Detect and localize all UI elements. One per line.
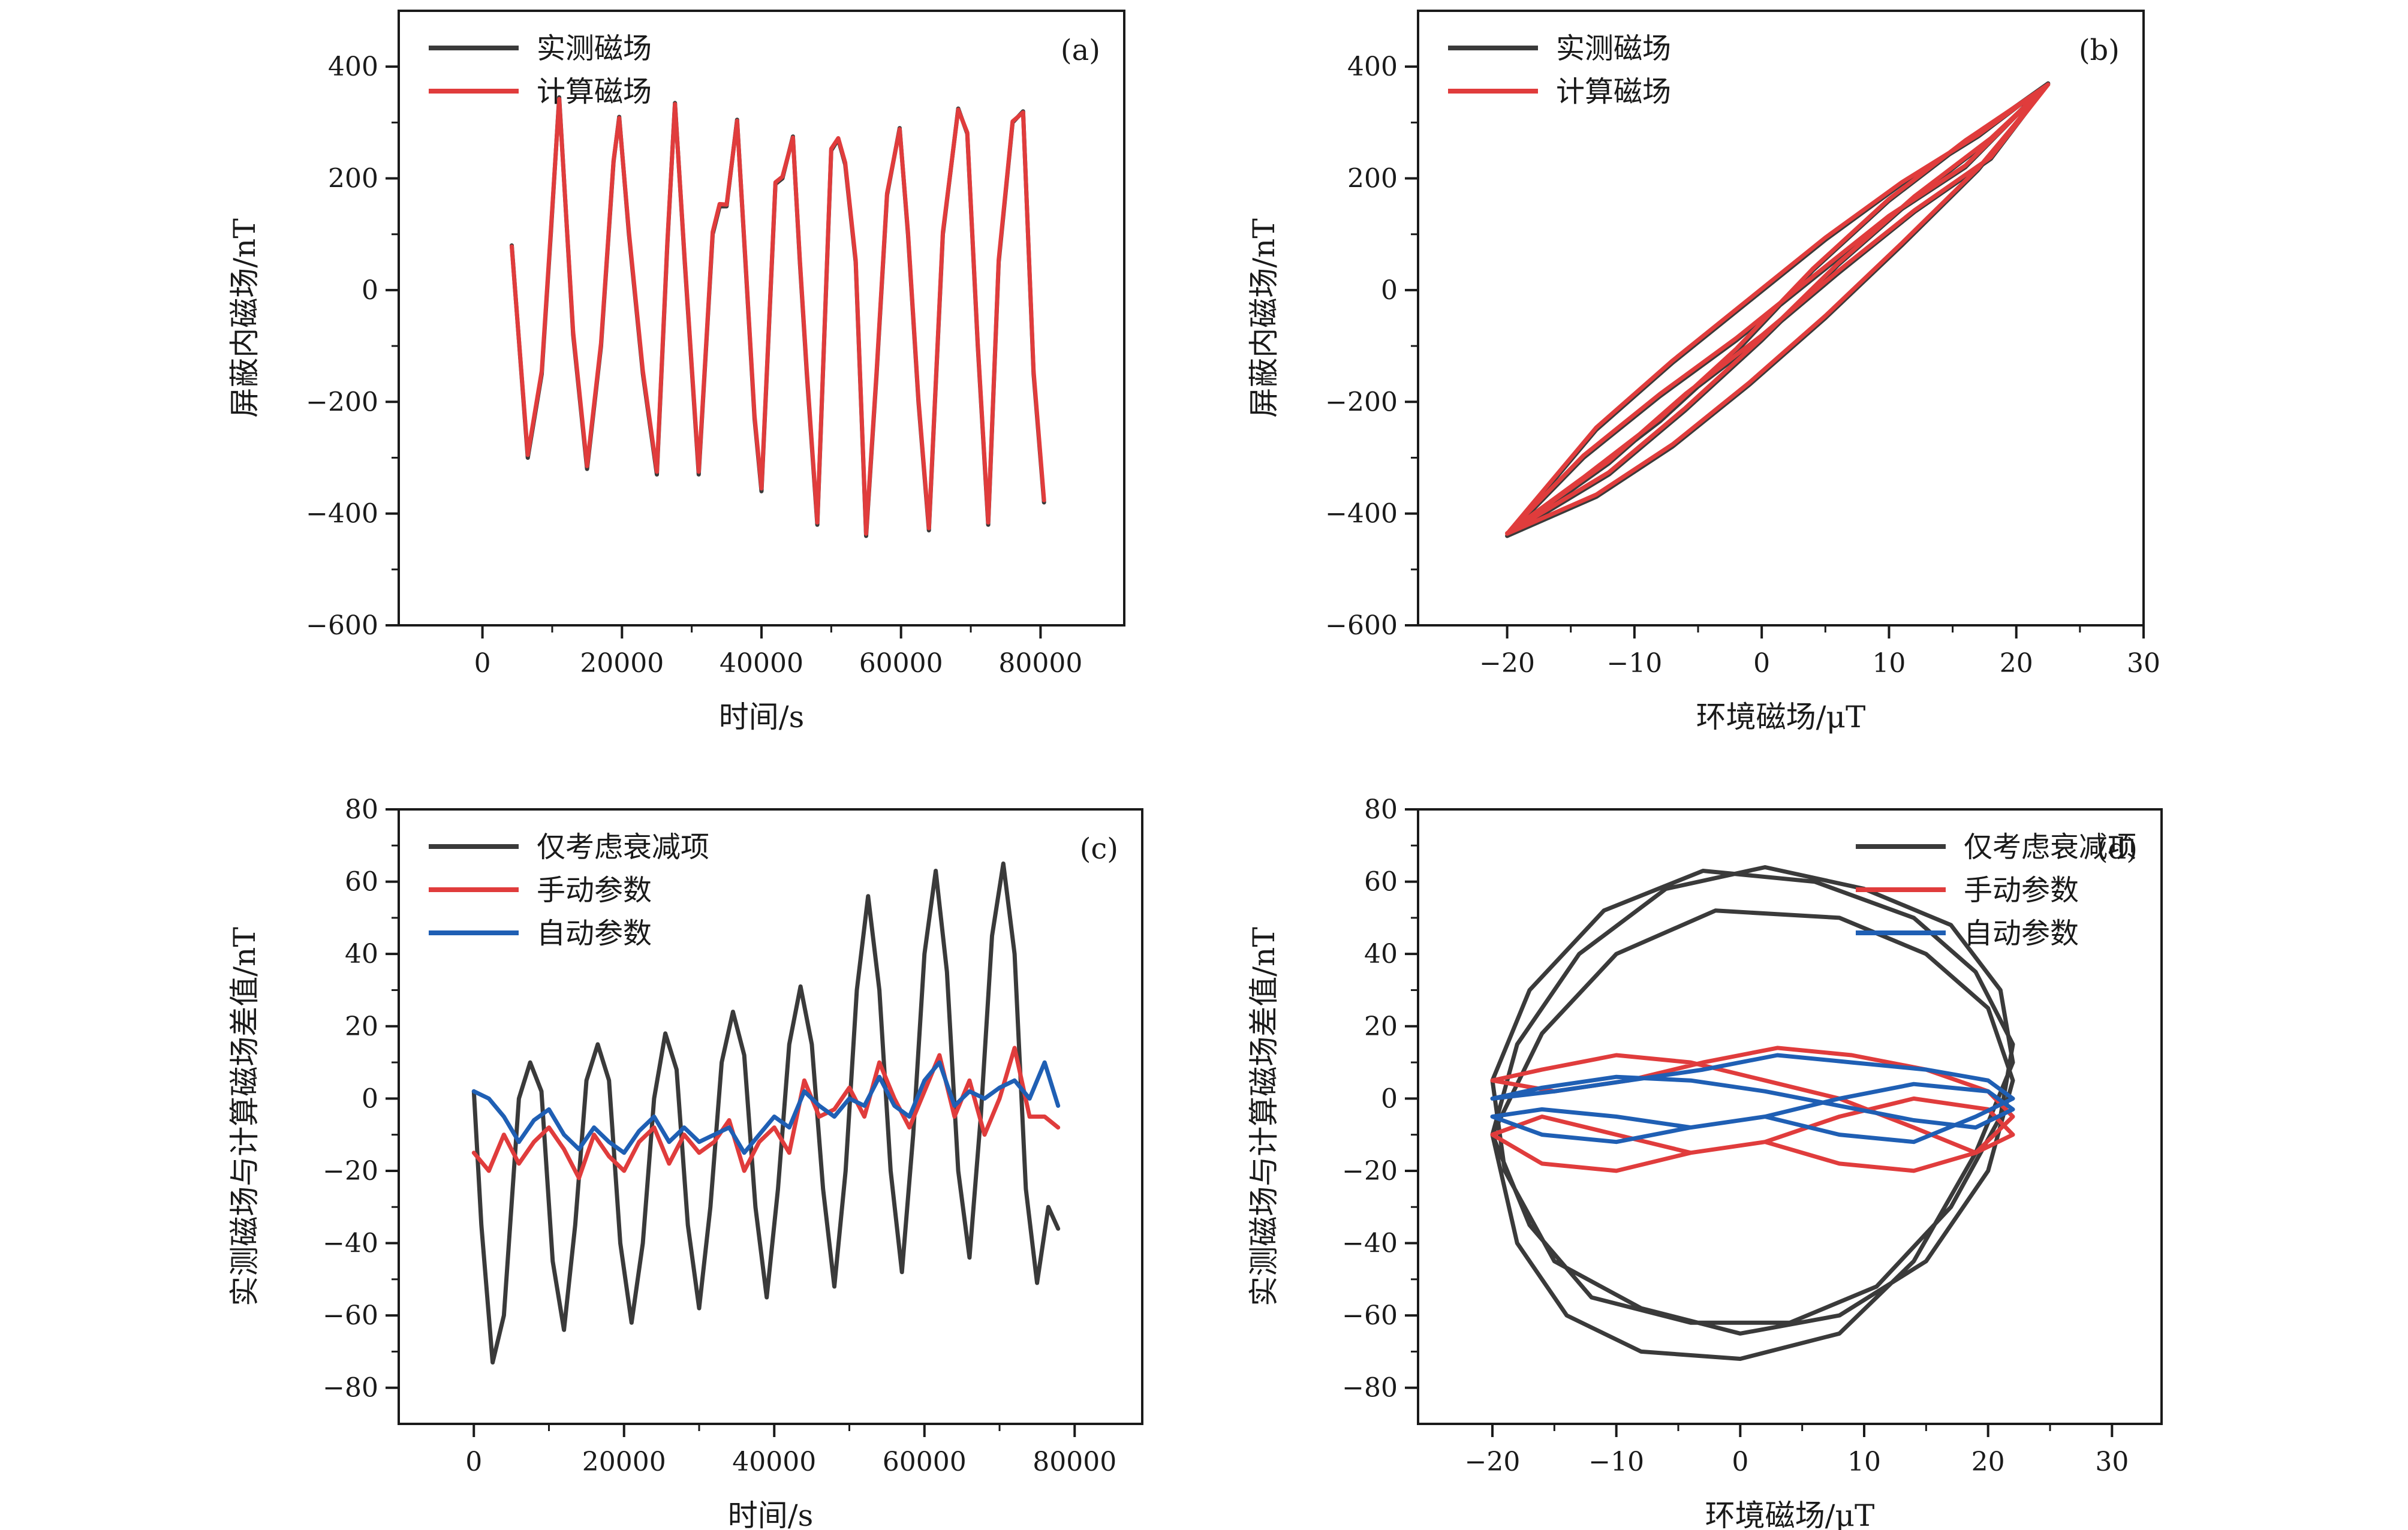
x-tick-label: 20000	[582, 1447, 666, 1477]
y-tick-label: −200	[306, 387, 378, 417]
y-axis-label: 实测磁场与计算磁场差值/nT	[227, 927, 262, 1306]
legend-label: 计算磁场	[537, 75, 652, 109]
series-line-1	[510, 95, 1046, 538]
legend-label: 实测磁场	[537, 32, 652, 65]
y-tick-label: 0	[1381, 275, 1398, 306]
y-tick-label: −600	[1325, 610, 1398, 641]
x-tick-label: 40000	[732, 1447, 816, 1477]
series-group	[471, 861, 1061, 1365]
y-tick-label: 400	[328, 52, 378, 82]
y-axis-label: 屏蔽内磁场/nT	[227, 218, 262, 417]
series-line-1	[1505, 81, 2051, 538]
y-tick-label: −20	[1342, 1156, 1398, 1186]
series-group	[1505, 81, 2051, 538]
legend-label: 仅考虑衰减项	[537, 830, 709, 864]
plot-frame	[1417, 10, 2145, 627]
y-tick-label: 40	[345, 939, 378, 969]
series-group	[1490, 865, 2015, 1361]
legend-label: 自动参数	[1964, 917, 2079, 950]
y-tick-label: −200	[1325, 387, 1398, 417]
y-tick-label: −80	[323, 1373, 378, 1403]
y-tick-label: 0	[1381, 1083, 1398, 1114]
panel-label: (b)	[2079, 34, 2120, 67]
x-tick-label: 10	[1847, 1447, 1881, 1477]
legend-label: 手动参数	[1964, 874, 2079, 907]
x-tick-label: 80000	[998, 648, 1082, 679]
y-tick-label: −60	[323, 1300, 378, 1331]
x-tick-label: −20	[1465, 1447, 1521, 1477]
panel-label: (d)	[2097, 832, 2138, 866]
plot-frame	[398, 10, 1125, 627]
series-line-3	[1490, 1053, 2015, 1145]
x-tick-label: 0	[465, 1447, 482, 1477]
x-tick-label: 0	[1753, 648, 1770, 679]
panel-b: −20 −10 0 10 20 30 −600 −400 −200 0 200 400 环境磁场/μT 屏…	[1247, 10, 2160, 734]
y-tick-label: 80	[1364, 794, 1398, 825]
x-tick-label: 60000	[859, 648, 943, 679]
x-tick-label: 30	[2095, 1447, 2129, 1477]
x-axis-label: 环境磁场/μT	[1705, 1498, 1875, 1530]
y-tick-label: −400	[306, 499, 378, 529]
y-tick-label: 0	[362, 1083, 378, 1114]
series-line-2	[510, 97, 1046, 536]
x-tick-label: 10	[1872, 648, 1906, 679]
legend-label: 实测磁场	[1556, 32, 1671, 65]
y-tick-label: 80	[345, 794, 378, 825]
y-tick-label: −20	[323, 1156, 378, 1186]
x-tick-label: 20000	[580, 648, 664, 679]
panel-d: −20 −10 0 10 20 30 −80 −60 −40 −20 0 20 40 60 80 环境磁场/μ…	[1247, 794, 2163, 1530]
x-tick-label: 20	[1971, 1447, 2005, 1477]
series-group	[510, 95, 1046, 538]
x-tick-label: 20	[2000, 648, 2033, 679]
y-tick-label: −600	[306, 610, 378, 641]
y-tick-label: 20	[345, 1011, 378, 1042]
y-tick-label: −40	[1342, 1228, 1398, 1259]
x-tick-label: 30	[2127, 648, 2160, 679]
x-tick-label: 60000	[883, 1447, 967, 1477]
legend-label: 手动参数	[537, 874, 652, 907]
panel-label: (c)	[1080, 832, 1118, 866]
y-tick-label: 60	[345, 867, 378, 897]
panel-c: 0 20000 40000 60000 80000 −80 −60 −40 −20 0 20 40 60…	[227, 794, 1143, 1530]
y-tick-label: 20	[1364, 1011, 1398, 1042]
series-line-2	[471, 1046, 1061, 1180]
panel-a: 0 20000 40000 60000 80000 −600 −400 −200 0 200 400…	[227, 10, 1125, 734]
legend-label: 自动参数	[537, 917, 652, 950]
x-axis-label: 时间/s	[719, 700, 805, 734]
y-tick-label: −400	[1325, 499, 1398, 529]
x-axis-label: 时间/s	[728, 1498, 814, 1530]
y-axis-label: 实测磁场与计算磁场差值/nT	[1247, 927, 1281, 1306]
y-tick-label: 200	[328, 164, 378, 194]
series-line-1	[471, 861, 1061, 1365]
x-tick-label: −10	[1606, 648, 1662, 679]
x-axis-label: 环境磁场/μT	[1696, 700, 1866, 734]
y-tick-label: −80	[1342, 1373, 1398, 1403]
x-tick-label: 0	[474, 648, 491, 679]
y-tick-label: −40	[323, 1228, 378, 1259]
plot-frame	[1417, 808, 2163, 1425]
x-tick-label: 0	[1732, 1447, 1748, 1477]
y-tick-label: 400	[1347, 52, 1398, 82]
y-axis-label: 屏蔽内磁场/nT	[1247, 218, 1281, 417]
y-tick-label: 200	[1347, 164, 1398, 194]
x-tick-label: −10	[1588, 1447, 1644, 1477]
y-tick-label: −60	[1342, 1300, 1398, 1331]
legend-label: 仅考虑衰减项	[1964, 830, 2136, 864]
y-tick-label: 0	[362, 275, 378, 306]
series-line-2	[1490, 1046, 2015, 1173]
series-line-3	[471, 1060, 1061, 1155]
legend-label: 计算磁场	[1556, 75, 1671, 109]
y-tick-label: 60	[1364, 867, 1398, 897]
series-line-2	[1505, 82, 2051, 536]
panel-label: (a)	[1061, 34, 1100, 67]
x-tick-label: 80000	[1033, 1447, 1116, 1477]
x-tick-label: 40000	[720, 648, 803, 679]
plot-frame	[398, 808, 1143, 1425]
x-tick-label: −20	[1479, 648, 1535, 679]
y-tick-label: 40	[1364, 939, 1398, 969]
